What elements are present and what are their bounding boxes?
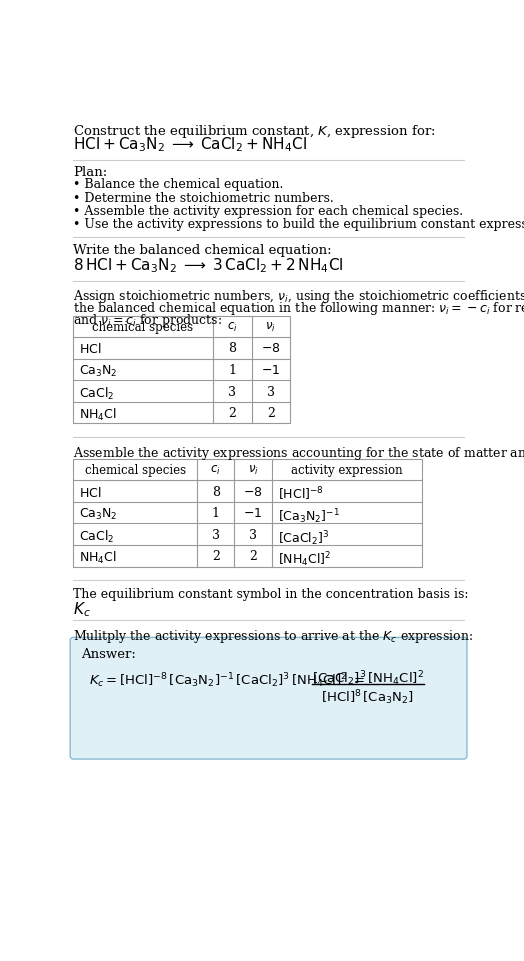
Text: 2: 2 — [267, 407, 275, 420]
Text: $-1$: $-1$ — [261, 364, 280, 377]
Text: 2: 2 — [249, 551, 257, 563]
Bar — [73, 458, 422, 567]
Text: 3: 3 — [228, 385, 236, 399]
Text: $-8$: $-8$ — [261, 342, 281, 356]
Text: $\mathrm{CaCl_2}$: $\mathrm{CaCl_2}$ — [79, 529, 114, 545]
Text: $\mathrm{8\,HCl + Ca_3N_2 \;\longrightarrow\; 3\,CaCl_2 + 2\,NH_4Cl}$: $\mathrm{8\,HCl + Ca_3N_2 \;\longrightar… — [73, 257, 344, 275]
Text: $\mathrm{HCl}$: $\mathrm{HCl}$ — [79, 342, 101, 357]
Text: $\mathrm{NH_4Cl}$: $\mathrm{NH_4Cl}$ — [79, 407, 116, 423]
Text: $\mathrm{Ca_3N_2}$: $\mathrm{Ca_3N_2}$ — [79, 364, 117, 380]
Text: $\mathrm{HCl}$: $\mathrm{HCl}$ — [79, 485, 101, 500]
Text: the balanced chemical equation in the following manner: $\nu_i = -c_i$ for react: the balanced chemical equation in the fo… — [73, 300, 524, 317]
Text: The equilibrium constant symbol in the concentration basis is:: The equilibrium constant symbol in the c… — [73, 588, 469, 601]
Text: activity expression: activity expression — [291, 464, 402, 477]
Text: 2: 2 — [228, 407, 236, 420]
Text: 1: 1 — [228, 364, 236, 377]
Text: $\nu_i$: $\nu_i$ — [266, 321, 276, 334]
Text: $K_c = [\mathrm{HCl}]^{-8}\,[\mathrm{Ca_3N_2}]^{-1}\,[\mathrm{CaCl_2}]^{3}\,[\ma: $K_c = [\mathrm{HCl}]^{-8}\,[\mathrm{Ca_… — [89, 672, 365, 690]
Text: • Balance the chemical equation.: • Balance the chemical equation. — [73, 179, 283, 191]
Text: $c_i$: $c_i$ — [211, 464, 221, 478]
Text: Answer:: Answer: — [81, 648, 136, 661]
Text: • Assemble the activity expression for each chemical species.: • Assemble the activity expression for e… — [73, 205, 463, 217]
Text: chemical species: chemical species — [92, 321, 193, 333]
Text: Plan:: Plan: — [73, 166, 107, 179]
Text: Write the balanced chemical equation:: Write the balanced chemical equation: — [73, 244, 332, 257]
Text: Mulitply the activity expressions to arrive at the $K_c$ expression:: Mulitply the activity expressions to arr… — [73, 628, 474, 645]
Text: $[\mathrm{CaCl_2}]^{3}$: $[\mathrm{CaCl_2}]^{3}$ — [278, 529, 329, 548]
Text: $[\mathrm{NH_4Cl}]^{2}$: $[\mathrm{NH_4Cl}]^{2}$ — [278, 551, 331, 569]
Bar — [73, 315, 290, 423]
Text: Construct the equilibrium constant, $K$, expression for:: Construct the equilibrium constant, $K$,… — [73, 123, 436, 140]
Text: $\mathrm{CaCl_2}$: $\mathrm{CaCl_2}$ — [79, 385, 114, 402]
FancyBboxPatch shape — [70, 637, 467, 759]
Text: 3: 3 — [249, 529, 257, 542]
Text: $-1$: $-1$ — [244, 507, 263, 520]
Text: $[\mathrm{Ca_3N_2}]^{-1}$: $[\mathrm{Ca_3N_2}]^{-1}$ — [278, 507, 340, 526]
Text: $\nu_i$: $\nu_i$ — [248, 464, 258, 478]
Text: $[\mathrm{CaCl_2}]^3\,[\mathrm{NH_4Cl}]^2$: $[\mathrm{CaCl_2}]^3\,[\mathrm{NH_4Cl}]^… — [312, 670, 424, 688]
Text: $K_c$: $K_c$ — [73, 601, 91, 619]
Text: • Use the activity expressions to build the equilibrium constant expression.: • Use the activity expressions to build … — [73, 218, 524, 231]
Text: $c_i$: $c_i$ — [227, 321, 237, 334]
Text: $[\mathrm{HCl}]^{-8}$: $[\mathrm{HCl}]^{-8}$ — [278, 485, 324, 504]
Text: Assemble the activity expressions accounting for the state of matter and $\nu_i$: Assemble the activity expressions accoun… — [73, 445, 524, 462]
Text: $[\mathrm{HCl}]^8\,[\mathrm{Ca_3N_2}]$: $[\mathrm{HCl}]^8\,[\mathrm{Ca_3N_2}]$ — [321, 688, 414, 707]
Text: $\mathrm{Ca_3N_2}$: $\mathrm{Ca_3N_2}$ — [79, 507, 117, 523]
Text: • Determine the stoichiometric numbers.: • Determine the stoichiometric numbers. — [73, 191, 334, 205]
Text: $\mathrm{HCl + Ca_3N_2 \;\longrightarrow\; CaCl_2 + NH_4Cl}$: $\mathrm{HCl + Ca_3N_2 \;\longrightarrow… — [73, 136, 308, 154]
Text: chemical species: chemical species — [85, 464, 186, 477]
Text: $-8$: $-8$ — [243, 485, 263, 499]
Text: 3: 3 — [267, 385, 275, 399]
Text: Assign stoichiometric numbers, $\nu_i$, using the stoichiometric coefficients, $: Assign stoichiometric numbers, $\nu_i$, … — [73, 287, 524, 305]
Text: 8: 8 — [212, 485, 220, 499]
Text: 2: 2 — [212, 551, 220, 563]
Text: 1: 1 — [212, 507, 220, 520]
Text: 8: 8 — [228, 342, 236, 356]
Text: 3: 3 — [212, 529, 220, 542]
Text: $\mathrm{NH_4Cl}$: $\mathrm{NH_4Cl}$ — [79, 551, 116, 566]
Text: and $\nu_i = c_i$ for products:: and $\nu_i = c_i$ for products: — [73, 312, 222, 330]
